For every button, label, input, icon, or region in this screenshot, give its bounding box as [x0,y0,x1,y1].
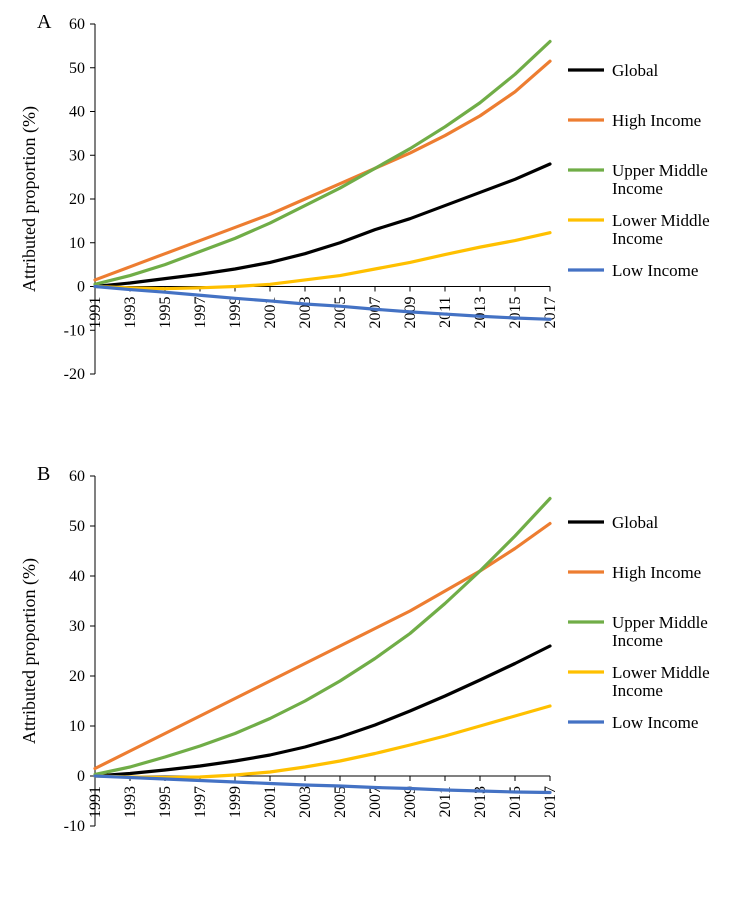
x-tick-label: 2013 [472,297,489,329]
legend-label: Upper Middle [612,161,708,180]
panel-a: -20 -10 0 10 20 30 40 50 60 1991 1993 1995 1997 1999 2… [0,0,753,452]
y-tick-label: -10 [64,818,85,835]
y-tick-label: 40 [69,568,85,585]
y-tick-label: 10 [69,718,85,735]
series-line [95,164,550,287]
legend-label: High Income [612,563,701,582]
x-tick-label: 1991 [87,786,104,818]
y-tick-label: 20 [69,668,85,685]
y-tick-label: 60 [69,16,85,33]
legend-label: Lower Middle [612,211,710,230]
legend-label: Income [612,179,663,198]
y-axis-label: Attributed proportion (%) [19,558,40,744]
series-line [95,524,550,769]
legend-label: Income [612,229,663,248]
y-tick-label: 0 [77,279,85,296]
figure: -20 -10 0 10 20 30 40 50 60 1991 1993 1995 1997 1999 2… [0,0,753,905]
x-tick-label: 1991 [87,297,104,329]
y-axis-label: Attributed proportion (%) [19,106,40,292]
y-tick-label: 10 [69,235,85,252]
x-tick-label: 1999 [227,786,244,818]
x-tick-label: 1993 [122,297,139,329]
x-tick-label: 2017 [542,297,559,329]
x-tick-label: 2017 [542,786,559,818]
x-tick-label: 2005 [332,786,349,818]
panel-letter: A [37,11,52,33]
y-tick-label: 20 [69,191,85,208]
x-tick-label: 2003 [297,786,314,818]
y-tick-label: 60 [69,468,85,485]
x-tick-label: 2007 [367,786,384,818]
x-tick-label: 2015 [507,297,524,329]
y-tick-label: -10 [64,322,85,339]
y-tick-label: 30 [69,147,85,164]
legend-label: Upper Middle [612,613,708,632]
y-tick-label: 30 [69,618,85,635]
y-tick-label: 50 [69,60,85,77]
x-tick-label: 1993 [122,786,139,818]
legend-label: Income [612,681,663,700]
panel-letter: B [37,463,50,485]
legend-label: High Income [612,111,701,130]
x-tick-label: 1997 [192,786,209,818]
x-tick-label: 1999 [227,297,244,329]
y-tick-label: 0 [77,768,85,785]
x-tick-label: 1997 [192,297,209,329]
x-tick-label: 1995 [157,297,174,329]
y-tick-label: 40 [69,104,85,121]
legend-label: Global [612,513,659,532]
x-tick-label: 2005 [332,297,349,329]
legend-label: Low Income [612,261,698,280]
legend-label: Low Income [612,713,698,732]
y-tick-label: -20 [64,366,85,383]
panel-b: -10 0 10 20 30 40 50 60 1991 1993 1995 1997 1999 2001… [0,452,753,905]
x-tick-label: 2001 [262,786,279,818]
legend-label: Global [612,61,659,80]
x-tick-label: 2007 [367,297,384,329]
legend-label: Income [612,631,663,650]
legend-label: Lower Middle [612,663,710,682]
x-tick-label: 1995 [157,786,174,818]
x-tick-label: 2003 [297,297,314,329]
y-tick-label: 50 [69,518,85,535]
x-tick-label: 2009 [402,786,419,818]
